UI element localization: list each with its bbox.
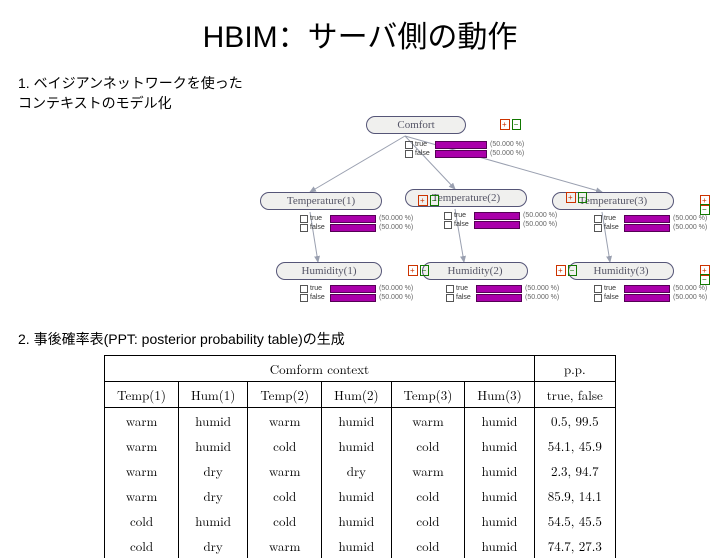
section1-label-line2: コンテキストのモデル化 bbox=[18, 94, 720, 112]
section1-label-line1: 1. ベイジアンネットワークを使った bbox=[18, 74, 720, 92]
node-h2: Humidity(2) bbox=[422, 262, 528, 280]
table-col-0: Temp(1) bbox=[105, 381, 179, 407]
node-controls-4[interactable]: +− bbox=[408, 266, 429, 275]
table-group-header-context: Comform context bbox=[105, 355, 535, 381]
table-row: warmdrywarmdrywarmhumid2.3, 94.7 bbox=[105, 458, 616, 483]
table-group-header-pp: p.p. bbox=[534, 355, 615, 381]
node-h3: Humidity(3) bbox=[568, 262, 674, 280]
table-col-6: true, false bbox=[534, 381, 615, 407]
node-controls-3[interactable]: +− bbox=[700, 196, 712, 214]
distribution-3: true(50.000 %)false(50.000 %) bbox=[594, 214, 707, 232]
node-controls-5[interactable]: +− bbox=[556, 266, 577, 275]
table-row: warmdrycoldhumidcoldhumid85.9, 14.1 bbox=[105, 483, 616, 508]
table-col-4: Temp(3) bbox=[391, 381, 465, 407]
node-comfort: Comfort bbox=[366, 116, 466, 134]
table-row: colddrywarmhumidcoldhumid74.7, 27.3 bbox=[105, 533, 616, 558]
distribution-4: true(50.000 %)false(50.000 %) bbox=[300, 284, 413, 302]
node-h1: Humidity(1) bbox=[276, 262, 382, 280]
ppt-table: Comform contextp.p.Temp(1)Hum(1)Temp(2)H… bbox=[104, 355, 616, 558]
distribution-1: true(50.000 %)false(50.000 %) bbox=[300, 214, 413, 232]
table-row: warmhumidwarmhumidwarmhumid0.5, 99.5 bbox=[105, 407, 616, 433]
distribution-2: true(50.000 %)false(50.000 %) bbox=[444, 211, 557, 229]
table-row: warmhumidcoldhumidcoldhumid54.1, 45.9 bbox=[105, 433, 616, 458]
bayesian-network-diagram: ComfortTemperature(1)Temperature(2)Tempe… bbox=[10, 114, 710, 324]
distribution-5: true(50.000 %)false(50.000 %) bbox=[446, 284, 559, 302]
node-controls-0[interactable]: +− bbox=[500, 120, 521, 129]
section2-label: 2. 事後確率表(PPT: posterior probability tabl… bbox=[18, 330, 720, 348]
distribution-0: true(50.000 %)false(50.000 %) bbox=[405, 140, 524, 158]
page-title: HBIM：サーバ側の動作 bbox=[0, 12, 720, 56]
node-controls-6[interactable]: +− bbox=[700, 266, 712, 284]
node-controls-2[interactable]: +− bbox=[566, 193, 587, 202]
node-t1: Temperature(1) bbox=[260, 192, 382, 210]
node-controls-1[interactable]: +− bbox=[418, 196, 439, 205]
table-col-5: Hum(3) bbox=[465, 381, 534, 407]
table-col-2: Temp(2) bbox=[248, 381, 322, 407]
table-col-3: Hum(2) bbox=[322, 381, 391, 407]
distribution-6: true(50.000 %)false(50.000 %) bbox=[594, 284, 707, 302]
table-col-1: Hum(1) bbox=[178, 381, 247, 407]
table-row: coldhumidcoldhumidcoldhumid54.5, 45.5 bbox=[105, 508, 616, 533]
